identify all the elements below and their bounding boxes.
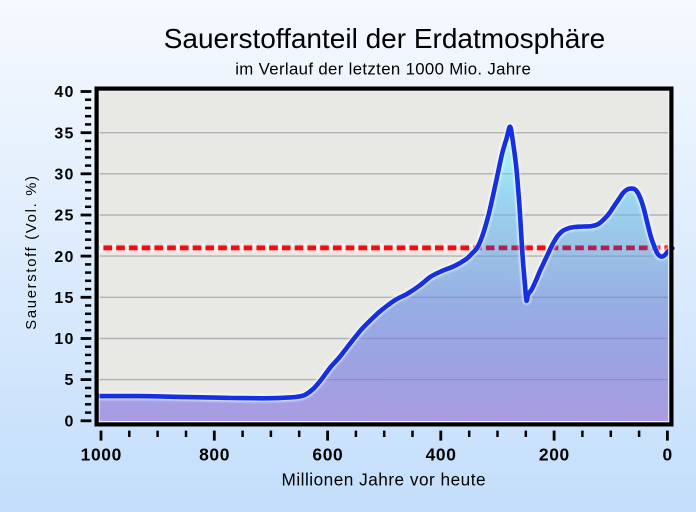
svg-text:0: 0 — [64, 413, 74, 430]
svg-text:1000: 1000 — [81, 444, 122, 464]
svg-text:800: 800 — [199, 444, 230, 464]
svg-text:40: 40 — [54, 84, 74, 101]
svg-text:35: 35 — [54, 125, 74, 142]
svg-text:5: 5 — [64, 372, 74, 389]
svg-text:600: 600 — [312, 444, 343, 464]
svg-text:15: 15 — [54, 290, 74, 307]
svg-text:Millionen Jahre vor heute: Millionen Jahre vor heute — [282, 470, 487, 490]
svg-text:30: 30 — [54, 166, 74, 183]
svg-text:10: 10 — [54, 331, 74, 348]
svg-text:Sauerstoff (Vol. %): Sauerstoff (Vol. %) — [24, 174, 40, 329]
svg-text:im Verlauf der letzten 1000 Mi: im Verlauf der letzten 1000 Mio. Jahre — [235, 60, 531, 79]
svg-text:0: 0 — [663, 444, 673, 464]
svg-text:25: 25 — [54, 208, 74, 225]
svg-text:400: 400 — [426, 444, 457, 464]
svg-text:20: 20 — [54, 249, 74, 266]
svg-text:200: 200 — [539, 444, 570, 464]
svg-text:Sauerstoffanteil der Erdatmosp: Sauerstoffanteil der Erdatmosphäre — [164, 23, 606, 54]
